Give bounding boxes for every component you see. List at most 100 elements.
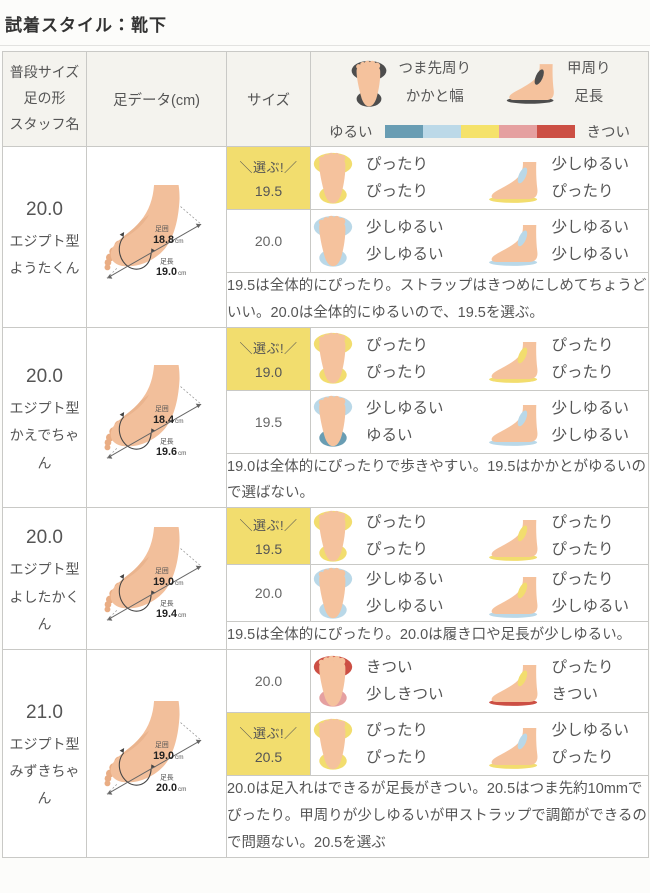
legend-length-label: 足長 — [574, 89, 604, 105]
toe-rating: ぴったり — [366, 336, 429, 354]
length-value: 20.0 — [156, 782, 177, 794]
header-foot-shape-label: 足の形 — [23, 90, 66, 107]
staff-cell: 20.0 エジプト型 ようたくん — [2, 146, 87, 328]
size-value: 20.5 — [254, 749, 283, 766]
length-rating: ぴったり — [551, 541, 614, 559]
legend-heel-label: かかと幅 — [405, 89, 464, 105]
size-value: 19.0 — [254, 363, 283, 380]
instep-rating: ぴったり — [551, 658, 614, 676]
heel-rating: ぴったり — [366, 363, 429, 381]
staff-usual-size: 20.0 — [26, 365, 63, 387]
foot-top-view-icon — [313, 215, 353, 267]
evaluation-cell: ぴったり ぴったり ぴったり ぴったり — [310, 507, 649, 566]
foot-side-view-icon — [488, 342, 537, 383]
legend-instep-label: 甲周り — [567, 61, 611, 78]
staff-name: かえでちゃん — [9, 427, 80, 471]
staff-comment: 19.5は全体的にぴったり。ストラップはきつめにしめてちょうどいい。20.0は全… — [226, 272, 649, 328]
size-value: 19.5 — [254, 541, 283, 558]
foot-photo: 足囲 18.4cm 足長 19.6cm — [104, 365, 201, 460]
table-row: 21.0 エジプト型 みずきちゃん 足囲 19.0cm 足長 20.0cm 20… — [2, 649, 649, 858]
evaluation-cell: きつい 少しきつい ぴったり きつい — [310, 649, 649, 714]
staff-usual-size: 21.0 — [26, 701, 63, 723]
topview-rating-group: 少しゆるい ゆるい — [311, 395, 473, 449]
toe-rating: きつい — [366, 658, 413, 676]
length-rating: きつい — [551, 686, 599, 704]
topview-rating-group: 少しゆるい 少しゆるい — [311, 566, 473, 620]
foot-top-view-icon — [351, 60, 386, 107]
toe-rating: 少しゆるい — [366, 218, 444, 236]
foot-measurement-cell: 足囲 19.0cm 足長 20.0cm — [86, 649, 227, 858]
foot-measurement-cell: 足囲 19.0cm 足長 19.4cm — [86, 507, 227, 651]
toe-rating: 少しゆるい — [366, 571, 444, 589]
foot-top-view-icon — [313, 395, 353, 447]
tightness-scale-bar — [384, 124, 575, 138]
table-row: 20.0 エジプト型 よしたかくん 足囲 19.0cm 足長 19.4cm ＼選… — [2, 507, 649, 651]
girth-label: 足囲 — [155, 567, 169, 575]
header-row: 普段サイズ 足の形 スタッフ名 足データ(cm) サイズ つま先周り かかと幅 — [2, 51, 649, 147]
length-label: 足長 — [159, 438, 173, 446]
foot-side-view-icon — [488, 161, 537, 203]
staff-name: よしたかくん — [9, 588, 80, 632]
heel-rating: ゆるい — [366, 426, 413, 444]
instep-rating: ぴったり — [551, 514, 614, 532]
instep-rating: ぴったり — [551, 571, 614, 589]
foot-top-view-icon — [313, 718, 353, 770]
table-row: 19.5は全体的にぴったり。20.0は履き口や足長が少しゆるい。 — [3, 621, 649, 651]
heel-rating: ぴったり — [366, 541, 429, 559]
foot-photo: 足囲 19.0cm 足長 20.0cm — [104, 701, 201, 796]
length-value: 19.0 — [156, 266, 177, 278]
table-row: 19.5は全体的にぴったり。ストラップはきつめにしめてちょうどいい。20.0は全… — [3, 272, 649, 328]
staff-comment: 20.0は足入れはできるが足長がきつい。20.5はつま先約10mmでぴったり。甲… — [226, 775, 649, 858]
foot-side-view-icon — [488, 224, 537, 266]
sideview-rating-group: 少しゆるい ぴったり — [473, 151, 649, 205]
length-rating: 少しゆるい — [551, 426, 630, 444]
table-row: 19.5 少しゆるい ゆるい — [3, 389, 649, 454]
legend-topview-group: つま先周り かかと幅 — [349, 56, 471, 111]
svg-text:19.0cm: 19.0cm — [153, 575, 183, 587]
sideview-rating-group: ぴったり 少しゆるい — [473, 566, 649, 620]
size-cell-selected: ＼選ぶ!／ 19.5 — [226, 146, 311, 210]
staff-foot-shape: エジプト型 — [9, 233, 80, 250]
length-value: 19.4 — [156, 608, 177, 620]
table-row: ＼選ぶ!／ 20.5 ぴったり ぴったり — [3, 712, 649, 777]
instep-rating: 少しゆるい — [551, 218, 630, 236]
instep-rating: 少しゆるい — [551, 721, 630, 739]
fitting-table: 普段サイズ 足の形 スタッフ名 足データ(cm) サイズ つま先周り かかと幅 — [2, 51, 649, 858]
girth-label: 足囲 — [155, 225, 169, 233]
staff-usual-size: 20.0 — [26, 198, 63, 220]
foot-side-view-icon — [488, 727, 537, 769]
girth-value: 18.8 — [153, 234, 174, 246]
size-value: 19.5 — [254, 413, 283, 430]
column-header-staff: 普段サイズ 足の形 スタッフ名 — [2, 51, 87, 147]
table-row: 20.0は足入れはできるが足長がきつい。20.5はつま先約10mmでぴったり。甲… — [3, 775, 649, 858]
foot-side-view-icon — [488, 576, 537, 618]
foot-side-view-icon — [488, 405, 537, 446]
size-value: 20.0 — [254, 585, 283, 602]
foot-measurement-cell: 足囲 18.4cm 足長 19.6cm — [86, 326, 227, 509]
foot-top-view-icon — [313, 567, 353, 619]
instep-rating: 少しゆるい — [551, 399, 630, 417]
table-row: 20.0 エジプト型 かえでちゃん 足囲 18.4cm 足長 19.6cm ＼選… — [2, 326, 649, 509]
toe-rating: 少しゆるい — [366, 399, 444, 417]
table-row: 19.0は全体的にぴったりで歩きやすい。19.5はかかとがゆるいので選ばない。 — [3, 452, 649, 509]
header-usual-size-label: 普段サイズ — [9, 64, 80, 81]
foot-side-view-icon — [488, 519, 537, 561]
scale-tight-label: きつい — [586, 124, 631, 141]
foot-side-view-icon — [506, 64, 554, 104]
heel-rating: ぴったり — [366, 183, 429, 200]
size-cell-selected: ＼選ぶ!／ 19.5 — [226, 507, 311, 566]
legend-sideview-group: 甲周り 足長 — [505, 56, 611, 111]
heel-rating: 少しゆるい — [366, 598, 444, 616]
size-value: 19.5 — [254, 183, 283, 199]
column-header-foot-data: 足データ(cm) — [86, 51, 227, 147]
girth-label: 足囲 — [155, 406, 169, 414]
scale-loose-label: ゆるい — [329, 124, 373, 141]
toe-rating: ぴったり — [366, 514, 429, 532]
girth-value: 18.4 — [153, 414, 174, 426]
staff-foot-shape: エジプト型 — [9, 400, 80, 417]
svg-text:19.0cm: 19.0cm — [153, 750, 183, 762]
staff-name: ようたくん — [9, 260, 80, 277]
length-label: 足長 — [159, 599, 173, 607]
heel-rating: ぴったり — [366, 749, 429, 767]
evaluation-cell: 少しゆるい ゆるい 少しゆるい 少しゆるい — [310, 389, 649, 454]
